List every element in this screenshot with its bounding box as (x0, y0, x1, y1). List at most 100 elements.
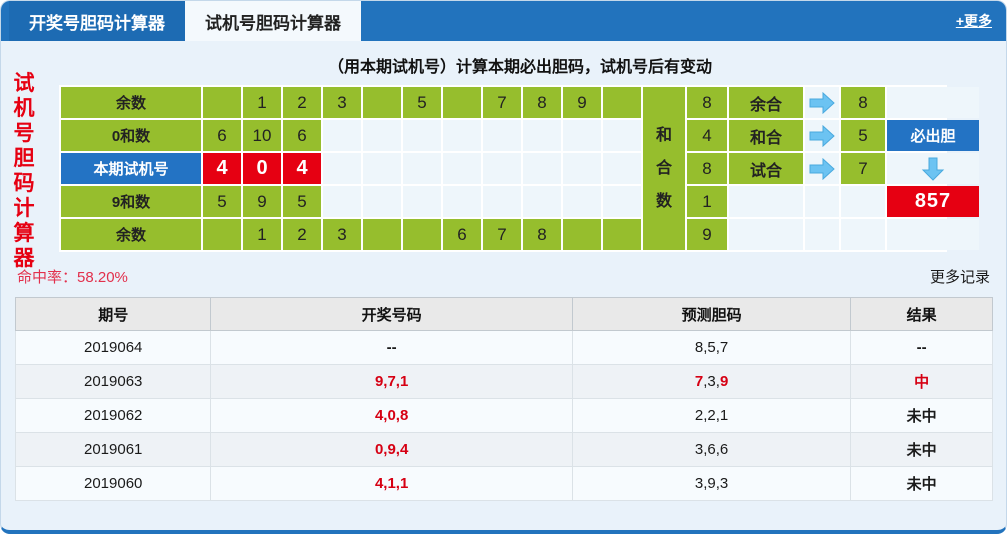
sum-cell: 8 (687, 153, 727, 184)
result-cell: -- (850, 330, 993, 365)
predicted-dan-cell: 3,6,6 (571, 432, 852, 467)
grid-cell (563, 219, 601, 250)
grid-cell: 0 (243, 153, 281, 184)
grid-cell: 10 (243, 120, 281, 151)
grid-cell (323, 153, 361, 184)
grid-cell: 4 (203, 153, 241, 184)
more-records-link[interactable]: 更多记录 (929, 269, 990, 286)
grid-cell: 3 (323, 87, 361, 118)
grid-cell: 5 (203, 186, 241, 217)
table-row: 2019062 4,0,8 2,2,1 未中 (14, 398, 993, 433)
grid-cell (323, 186, 361, 217)
sum-cell: 1 (687, 186, 727, 217)
calc-instructions: （用本期试机号）计算本期必出胆码，试机号后有变动 (327, 59, 712, 76)
records-header-row: 期号 开奖号码 预测胆码 结果 (14, 297, 993, 331)
empty-cell (887, 219, 979, 250)
combo-label: 和合 (729, 120, 803, 151)
sum-combo-column-label: 和合数 (643, 87, 685, 250)
grid-cell: 9 (243, 186, 281, 217)
more-link[interactable]: +更多 (955, 13, 992, 29)
grid-cell (363, 153, 401, 184)
result-cell: 8 (841, 87, 885, 118)
column-header: 期号 (14, 297, 212, 331)
tab-test-number-calculator[interactable]: 试机号胆码计算器 (185, 1, 361, 41)
grid-cell (603, 120, 641, 151)
period-cell: 2019063 (14, 364, 212, 399)
row-label: 余数 (61, 219, 201, 250)
row-label: 本期试机号 (61, 153, 201, 184)
period-cell: 2019061 (14, 432, 212, 467)
down-arrow-icon (887, 153, 979, 184)
empty-cell (805, 186, 839, 217)
table-row: 2019063 9,7,1 7,3,9 中 (14, 364, 993, 399)
predicted-dan-cell: 2,2,1 (571, 398, 852, 433)
grid-cell (203, 87, 241, 118)
grid-cell (603, 186, 641, 217)
column-header: 预测胆码 (571, 297, 852, 331)
content-area: 试机号胆码计算器 （用本期试机号）计算本期必出胆码，试机号后有变动 余数 1 2 3 5… (1, 53, 1006, 530)
grid-cell (443, 120, 481, 151)
tab-bar: 开奖号胆码计算器 试机号胆码计算器 +更多 (1, 1, 1006, 41)
grid-cell (403, 153, 441, 184)
combo-label: 试合 (729, 153, 803, 184)
row-label: 0和数 (61, 120, 201, 151)
grid-cell (523, 120, 561, 151)
empty-cell (729, 186, 803, 217)
grid-cell: 4 (283, 153, 321, 184)
predicted-dan-cell: 7,3,9 (571, 364, 852, 399)
table-row: 2019061 0,9,4 3,6,6 未中 (14, 432, 993, 467)
empty-cell (805, 219, 839, 250)
grid-cell: 5 (403, 87, 441, 118)
empty-cell (841, 219, 885, 250)
grid-cell (483, 153, 521, 184)
grid-cell: 7 (483, 87, 521, 118)
result-cell: 中 (850, 364, 993, 399)
hit-rate: 命中率：58.20% (17, 266, 128, 287)
right-arrow-icon (805, 87, 839, 118)
grid-cell: 2 (283, 219, 321, 250)
row-label: 余数 (61, 87, 201, 118)
dan-result-value: 857 (887, 186, 979, 217)
grid-cell (603, 219, 641, 250)
grid-cell: 9 (563, 87, 601, 118)
draw-numbers-cell: 4,1,1 (210, 466, 573, 501)
table-row: 2019064 -- 8,5,7 -- (14, 330, 993, 365)
tab-draw-number-calculator[interactable]: 开奖号胆码计算器 (9, 1, 185, 41)
grid-cell (523, 186, 561, 217)
grid-cell: 7 (483, 219, 521, 250)
draw-numbers-cell: 9,7,1 (210, 364, 573, 399)
grid-cell (363, 219, 401, 250)
column-header: 结果 (850, 297, 993, 331)
grid-cell: 3 (323, 219, 361, 250)
result-cell: 7 (841, 153, 885, 184)
row-label: 9和数 (61, 186, 201, 217)
grid-cell (403, 186, 441, 217)
sum-cell: 9 (687, 219, 727, 250)
grid-cell: 8 (523, 219, 561, 250)
result-cell: 5 (841, 120, 885, 151)
period-cell: 2019060 (14, 466, 212, 501)
grid-cell (443, 186, 481, 217)
grid-cell (563, 120, 601, 151)
result-cell: 未中 (850, 466, 993, 501)
sum-cell: 8 (687, 87, 727, 118)
grid-cell: 6 (283, 120, 321, 151)
grid-cell (483, 120, 521, 151)
result-cell: 未中 (850, 432, 993, 467)
period-cell: 2019062 (14, 398, 212, 433)
grid-cell (403, 219, 441, 250)
combo-label: 余合 (729, 87, 803, 118)
grid-cell (403, 120, 441, 151)
grid-cell: 1 (243, 219, 281, 250)
grid-cell (563, 186, 601, 217)
table-row: 2019060 4,1,1 3,9,3 未中 (14, 466, 993, 501)
grid-cell (603, 87, 641, 118)
grid-cell (563, 153, 601, 184)
grid-cell (483, 186, 521, 217)
grid-cell: 1 (243, 87, 281, 118)
hit-rate-row: 命中率：58.20% 更多记录 (17, 266, 990, 287)
grid-cell (363, 87, 401, 118)
predicted-dan-cell: 8,5,7 (571, 330, 852, 365)
grid-cell: 6 (443, 219, 481, 250)
